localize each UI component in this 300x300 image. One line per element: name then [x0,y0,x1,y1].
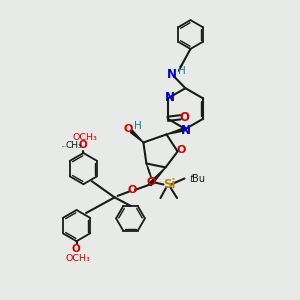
Text: N: N [180,124,190,137]
Text: N: N [167,68,177,81]
Polygon shape [149,167,166,186]
Polygon shape [130,130,143,142]
Text: methoxy: methoxy [62,146,68,147]
Text: ₃: ₃ [77,141,80,150]
Text: O: O [179,111,190,124]
Text: CH: CH [65,141,79,150]
Text: Bu: Bu [192,173,205,184]
Text: Si: Si [163,178,175,191]
Text: O: O [78,140,87,151]
Text: O: O [176,145,186,155]
Text: H: H [134,121,142,131]
Text: O: O [71,244,80,254]
Polygon shape [167,128,186,134]
Text: H: H [178,66,186,76]
Text: O: O [147,177,156,188]
Text: N: N [164,91,175,104]
Text: O: O [128,185,137,195]
Text: OCH₃: OCH₃ [73,133,97,142]
Text: t: t [190,173,193,184]
Text: OCH₃: OCH₃ [66,254,90,263]
Text: O: O [123,124,133,134]
